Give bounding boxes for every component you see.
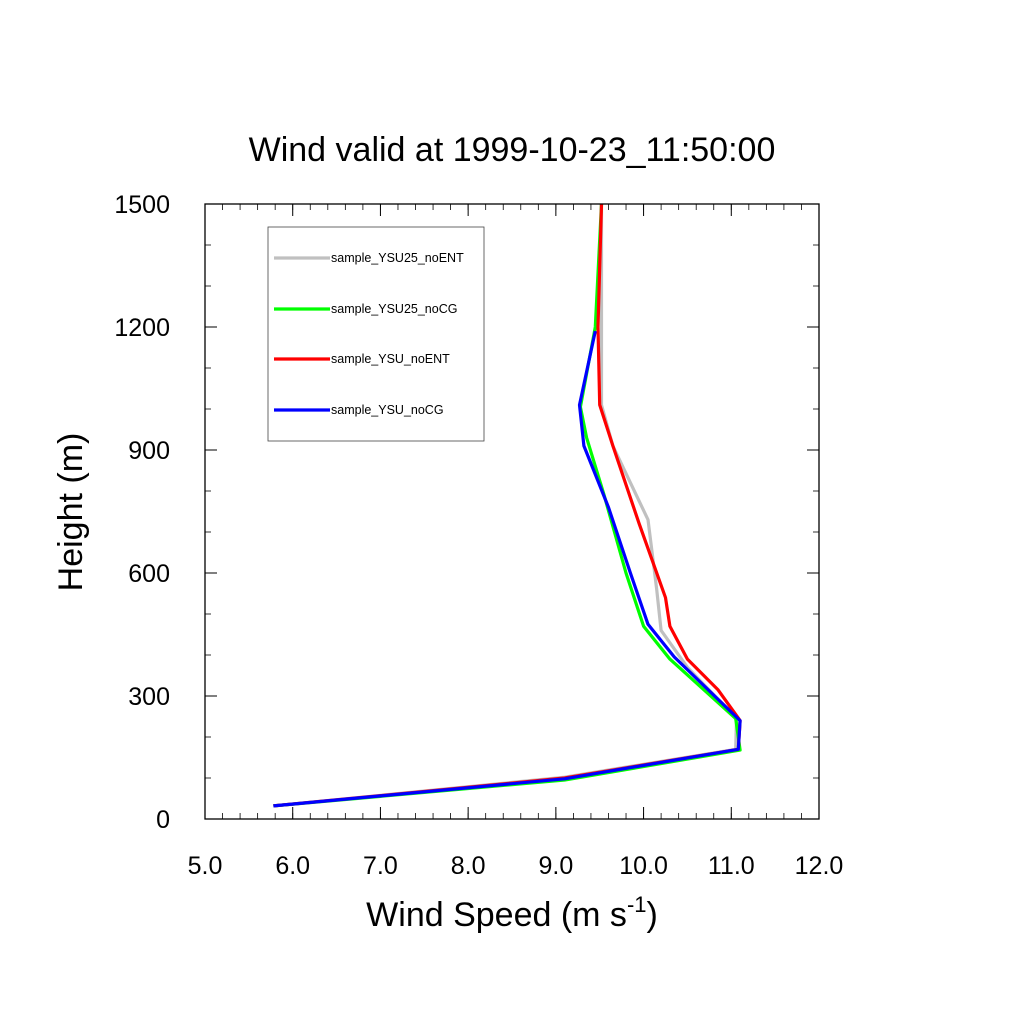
y-tick-label: 900 <box>128 437 170 465</box>
legend-box <box>267 226 485 442</box>
x-axis-label: Wind Speed (m s-1) <box>366 892 658 934</box>
axis-ticks <box>204 203 820 820</box>
legend-label: sample_YSU25_noENT <box>331 251 464 265</box>
series-lines <box>273 203 742 808</box>
x-tick-label: 5.0 <box>188 852 223 880</box>
x-tick-label: 10.0 <box>619 852 668 880</box>
x-tick-label: 7.0 <box>363 852 398 880</box>
legend-label: sample_YSU25_noCG <box>331 302 457 316</box>
x-tick-label: 8.0 <box>451 852 486 880</box>
y-axis-label: Height (m) <box>52 433 90 592</box>
legend-label: sample_YSU_noENT <box>331 352 450 366</box>
y-tick-label: 600 <box>128 560 170 588</box>
x-axis-label-end: ) <box>647 896 658 934</box>
x-axis-label-superscript: -1 <box>627 892 647 917</box>
legend-label: sample_YSU_noCG <box>331 403 444 417</box>
x-tick-label: 11.0 <box>708 852 755 880</box>
y-tick-label: 0 <box>156 806 170 834</box>
y-tick-label: 1200 <box>114 314 170 342</box>
x-tick-label: 9.0 <box>538 852 573 880</box>
y-tick-label: 300 <box>128 683 170 711</box>
x-axis-label-main: Wind Speed (m s <box>366 896 627 934</box>
x-tick-labels: 5.0 6.0 7.0 8.0 9.0 10.0 11.0 12.0 <box>188 852 844 880</box>
x-tick-label: 12.0 <box>795 852 844 880</box>
y-tick-labels: 0 300 600 900 1200 1500 <box>114 191 170 834</box>
x-tick-label: 6.0 <box>275 852 310 880</box>
chart-title: Wind valid at 1999-10-23_11:50:00 <box>249 131 776 169</box>
y-tick-label: 1500 <box>114 191 170 219</box>
series-line <box>273 330 742 808</box>
plot-frame <box>204 203 820 820</box>
legend: sample_YSU25_noENT sample_YSU25_noCGsampl… <box>267 226 485 442</box>
